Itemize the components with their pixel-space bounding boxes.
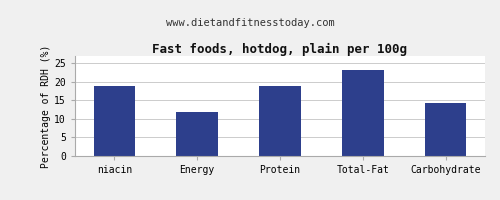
Text: www.dietandfitnesstoday.com: www.dietandfitnesstoday.com <box>166 18 334 28</box>
Bar <box>342 70 384 156</box>
Bar <box>260 86 300 156</box>
Y-axis label: Percentage of RDH (%): Percentage of RDH (%) <box>42 44 51 168</box>
Bar <box>94 86 135 156</box>
Bar <box>176 112 218 156</box>
Title: Fast foods, hotdog, plain per 100g: Fast foods, hotdog, plain per 100g <box>152 43 408 56</box>
Bar <box>425 103 467 156</box>
